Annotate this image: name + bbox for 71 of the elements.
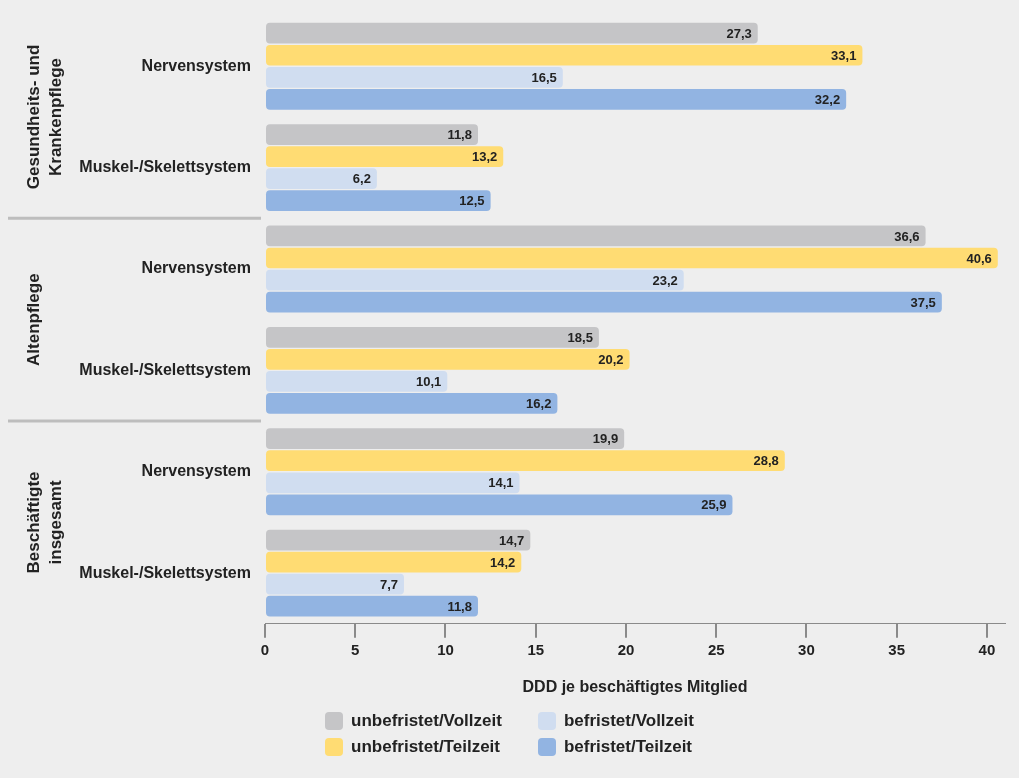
text: Altenpflege <box>23 273 43 366</box>
data-label: 14,7 <box>499 532 525 548</box>
data-label: 16,5 <box>531 69 557 85</box>
x-tick-label: 35 <box>888 640 906 658</box>
legend-label: befristet/Teilzeit <box>563 737 693 757</box>
y-tick-label: Nervensystem <box>141 56 251 74</box>
data-label: 6,2 <box>352 171 371 187</box>
legend-label: unbefristet/Vollzeit <box>351 711 502 731</box>
bar <box>266 494 733 516</box>
data-label: 7,7 <box>379 576 398 592</box>
x-tick-label: 25 <box>707 640 725 658</box>
data-label: 20,2 <box>598 351 624 367</box>
data-label: 16,2 <box>526 396 552 412</box>
bar <box>266 371 448 392</box>
data-label: 18,5 <box>567 329 593 345</box>
bar <box>266 393 558 414</box>
bar <box>266 225 926 247</box>
data-label: 36,6 <box>894 228 920 244</box>
x-tick-label: 10 <box>437 640 454 658</box>
bar <box>266 190 491 212</box>
data-label: 14,1 <box>488 475 514 491</box>
legend-label: unbefristet/Teilzeit <box>351 737 500 757</box>
bar <box>266 529 531 551</box>
bar <box>266 349 630 370</box>
bar <box>266 472 520 494</box>
bar <box>266 326 599 348</box>
y-tick-label: Nervensystem <box>141 462 251 480</box>
bar <box>266 22 758 44</box>
text: Beschäftigte insgesamt <box>23 471 65 574</box>
bar <box>266 44 863 66</box>
data-label: 12,5 <box>459 193 485 209</box>
y-tick-label: Muskel-/Skelettsystem <box>79 563 251 581</box>
x-tick-label: 20 <box>617 640 635 658</box>
legend-label: befristet/Vollzeit <box>563 711 694 731</box>
bar <box>266 450 785 472</box>
data-label: 14,2 <box>489 554 516 570</box>
bar <box>266 291 942 313</box>
data-label: 10,1 <box>415 373 442 389</box>
data-label: 37,5 <box>910 294 936 310</box>
data-label: 40,6 <box>966 250 992 266</box>
text: Gesundheits- und Krankenpflege <box>23 44 65 190</box>
x-tick-label: 30 <box>798 640 815 658</box>
bar <box>266 551 522 573</box>
x-axis-title: DDD je beschäftigtes Mitglied <box>522 677 748 695</box>
data-label: 28,8 <box>753 453 779 469</box>
data-label: 32,2 <box>814 91 841 107</box>
data-label: 19,9 <box>592 431 619 447</box>
y-tick-label: Nervensystem <box>141 259 251 277</box>
y-tick-label: Muskel-/Skelettsystem <box>79 158 251 176</box>
data-label: 11,8 <box>447 598 472 614</box>
bar <box>266 247 998 269</box>
bar <box>266 595 478 617</box>
bar <box>266 124 478 145</box>
bar <box>266 168 377 190</box>
bar <box>266 428 625 450</box>
bar <box>266 269 684 291</box>
x-tick-label: 40 <box>978 640 996 658</box>
data-label: 23,2 <box>652 272 678 288</box>
x-tick-label: 0 <box>260 640 270 658</box>
data-label: 13,2 <box>471 149 498 165</box>
data-label: 33,1 <box>831 47 857 63</box>
bar <box>266 573 404 595</box>
bar <box>266 66 563 88</box>
x-tick-label: 5 <box>351 640 360 658</box>
y-tick-label: Muskel-/Skelettsystem <box>79 360 251 378</box>
data-label: 11,8 <box>447 127 472 143</box>
bar <box>266 146 504 167</box>
x-tick-label: 15 <box>527 640 545 658</box>
data-label: 27,3 <box>726 25 752 41</box>
data-label: 25,9 <box>701 497 727 513</box>
bar <box>266 88 847 110</box>
